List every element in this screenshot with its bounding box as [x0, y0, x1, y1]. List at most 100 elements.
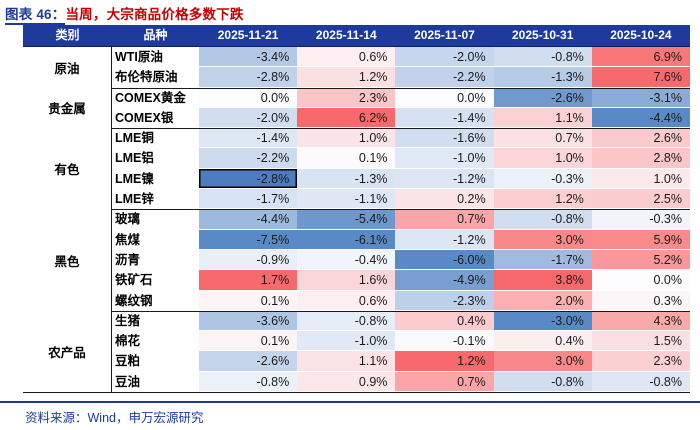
- value-cell[interactable]: -2.2%: [199, 148, 298, 169]
- value-cell[interactable]: 1.1%: [493, 107, 592, 129]
- variety-cell[interactable]: 铁矿石: [112, 270, 199, 291]
- value-cell[interactable]: 2.0%: [493, 290, 592, 311]
- variety-cell[interactable]: 布伦特原油: [112, 67, 199, 88]
- variety-cell[interactable]: 豆油: [112, 371, 199, 393]
- value-cell[interactable]: -0.9%: [199, 249, 298, 271]
- value-cell[interactable]: -2.6%: [199, 351, 298, 372]
- variety-cell[interactable]: 生猪: [112, 310, 199, 332]
- value-cell[interactable]: -3.1%: [591, 87, 690, 108]
- value-cell[interactable]: -3.6%: [199, 310, 298, 332]
- value-cell[interactable]: 0.6%: [297, 47, 396, 68]
- value-cell[interactable]: 1.2%: [493, 189, 592, 210]
- value-cell[interactable]: -3.4%: [199, 47, 298, 68]
- value-cell[interactable]: -0.8%: [493, 209, 592, 230]
- value-cell[interactable]: 0.9%: [297, 371, 396, 393]
- value-cell[interactable]: 0.7%: [395, 371, 494, 393]
- variety-cell[interactable]: WTI原油: [112, 47, 199, 68]
- value-cell[interactable]: 0.3%: [591, 290, 690, 311]
- value-cell[interactable]: -1.2%: [395, 229, 494, 250]
- value-cell[interactable]: 5.2%: [591, 249, 690, 271]
- value-cell[interactable]: 1.6%: [297, 270, 396, 291]
- value-cell[interactable]: -1.7%: [493, 249, 592, 271]
- value-cell[interactable]: 5.9%: [591, 229, 690, 250]
- variety-cell[interactable]: LME镍: [112, 168, 199, 190]
- value-cell[interactable]: 0.7%: [493, 128, 592, 149]
- value-cell[interactable]: -0.8%: [493, 47, 592, 68]
- value-cell[interactable]: -2.3%: [395, 290, 494, 311]
- variety-cell[interactable]: 焦煤: [112, 229, 199, 250]
- value-cell[interactable]: 4.3%: [591, 310, 690, 332]
- value-cell[interactable]: -1.3%: [297, 168, 396, 190]
- variety-cell[interactable]: 豆粕: [112, 351, 199, 372]
- value-cell[interactable]: -4.4%: [591, 107, 690, 129]
- value-cell[interactable]: -1.2%: [395, 168, 494, 190]
- variety-cell[interactable]: 螺纹钢: [112, 290, 199, 311]
- value-cell[interactable]: 2.3%: [297, 87, 396, 108]
- category-cell[interactable]: 原油: [23, 47, 112, 88]
- value-cell[interactable]: -2.6%: [493, 87, 592, 108]
- value-cell[interactable]: 7.6%: [591, 67, 690, 88]
- value-cell-selected[interactable]: -2.8%: [199, 168, 298, 190]
- variety-cell[interactable]: 沥青: [112, 249, 199, 271]
- value-cell[interactable]: 0.6%: [297, 290, 396, 311]
- value-cell[interactable]: -0.3%: [591, 209, 690, 230]
- value-cell[interactable]: 0.0%: [199, 87, 298, 108]
- value-cell[interactable]: 6.9%: [591, 47, 690, 68]
- value-cell[interactable]: 1.2%: [297, 67, 396, 88]
- value-cell[interactable]: 0.0%: [395, 87, 494, 108]
- value-cell[interactable]: 0.4%: [395, 310, 494, 332]
- value-cell[interactable]: 1.0%: [591, 168, 690, 190]
- category-cell[interactable]: 农产品: [23, 310, 112, 393]
- value-cell[interactable]: 2.3%: [591, 351, 690, 372]
- value-cell[interactable]: -1.0%: [297, 331, 396, 352]
- category-cell[interactable]: 黑色: [23, 209, 112, 311]
- category-cell[interactable]: 有色: [23, 128, 112, 210]
- value-cell[interactable]: -4.9%: [395, 270, 494, 291]
- value-cell[interactable]: 1.0%: [493, 148, 592, 169]
- value-cell[interactable]: 2.5%: [591, 189, 690, 210]
- value-cell[interactable]: -0.8%: [297, 310, 396, 332]
- value-cell[interactable]: 1.1%: [297, 351, 396, 372]
- value-cell[interactable]: 0.1%: [199, 331, 298, 352]
- variety-cell[interactable]: COMEX银: [112, 107, 199, 129]
- value-cell[interactable]: -1.7%: [199, 189, 298, 210]
- value-cell[interactable]: -2.8%: [199, 67, 298, 88]
- value-cell[interactable]: -1.3%: [493, 67, 592, 88]
- variety-cell[interactable]: LME铝: [112, 148, 199, 169]
- value-cell[interactable]: 0.1%: [199, 290, 298, 311]
- value-cell[interactable]: 0.4%: [493, 331, 592, 352]
- value-cell[interactable]: -1.1%: [297, 189, 396, 210]
- value-cell[interactable]: 1.5%: [591, 331, 690, 352]
- value-cell[interactable]: -0.8%: [199, 371, 298, 393]
- value-cell[interactable]: -2.2%: [395, 67, 494, 88]
- value-cell[interactable]: -0.8%: [493, 371, 592, 393]
- value-cell[interactable]: 0.0%: [591, 270, 690, 291]
- value-cell[interactable]: 1.0%: [297, 128, 396, 149]
- value-cell[interactable]: 2.8%: [591, 148, 690, 169]
- variety-cell[interactable]: 棉花: [112, 331, 199, 352]
- value-cell[interactable]: 6.2%: [297, 107, 396, 129]
- value-cell[interactable]: -4.4%: [199, 209, 298, 230]
- value-cell[interactable]: -1.4%: [199, 128, 298, 149]
- value-cell[interactable]: 0.7%: [395, 209, 494, 230]
- value-cell[interactable]: -6.0%: [395, 249, 494, 271]
- variety-cell[interactable]: LME铜: [112, 128, 199, 149]
- variety-cell[interactable]: COMEX黄金: [112, 87, 199, 108]
- value-cell[interactable]: -0.4%: [297, 249, 396, 271]
- value-cell[interactable]: 3.0%: [493, 229, 592, 250]
- value-cell[interactable]: -2.0%: [395, 47, 494, 68]
- value-cell[interactable]: -1.0%: [395, 148, 494, 169]
- value-cell[interactable]: -0.3%: [493, 168, 592, 190]
- value-cell[interactable]: 2.6%: [591, 128, 690, 149]
- value-cell[interactable]: -2.0%: [199, 107, 298, 129]
- category-cell[interactable]: 贵金属: [23, 87, 112, 129]
- value-cell[interactable]: -0.1%: [395, 331, 494, 352]
- value-cell[interactable]: -0.8%: [591, 371, 690, 393]
- value-cell[interactable]: -6.1%: [297, 229, 396, 250]
- value-cell[interactable]: -1.4%: [395, 107, 494, 129]
- value-cell[interactable]: -5.4%: [297, 209, 396, 230]
- value-cell[interactable]: -1.6%: [395, 128, 494, 149]
- value-cell[interactable]: 3.8%: [493, 270, 592, 291]
- value-cell[interactable]: 0.1%: [297, 148, 396, 169]
- value-cell[interactable]: 3.0%: [493, 351, 592, 372]
